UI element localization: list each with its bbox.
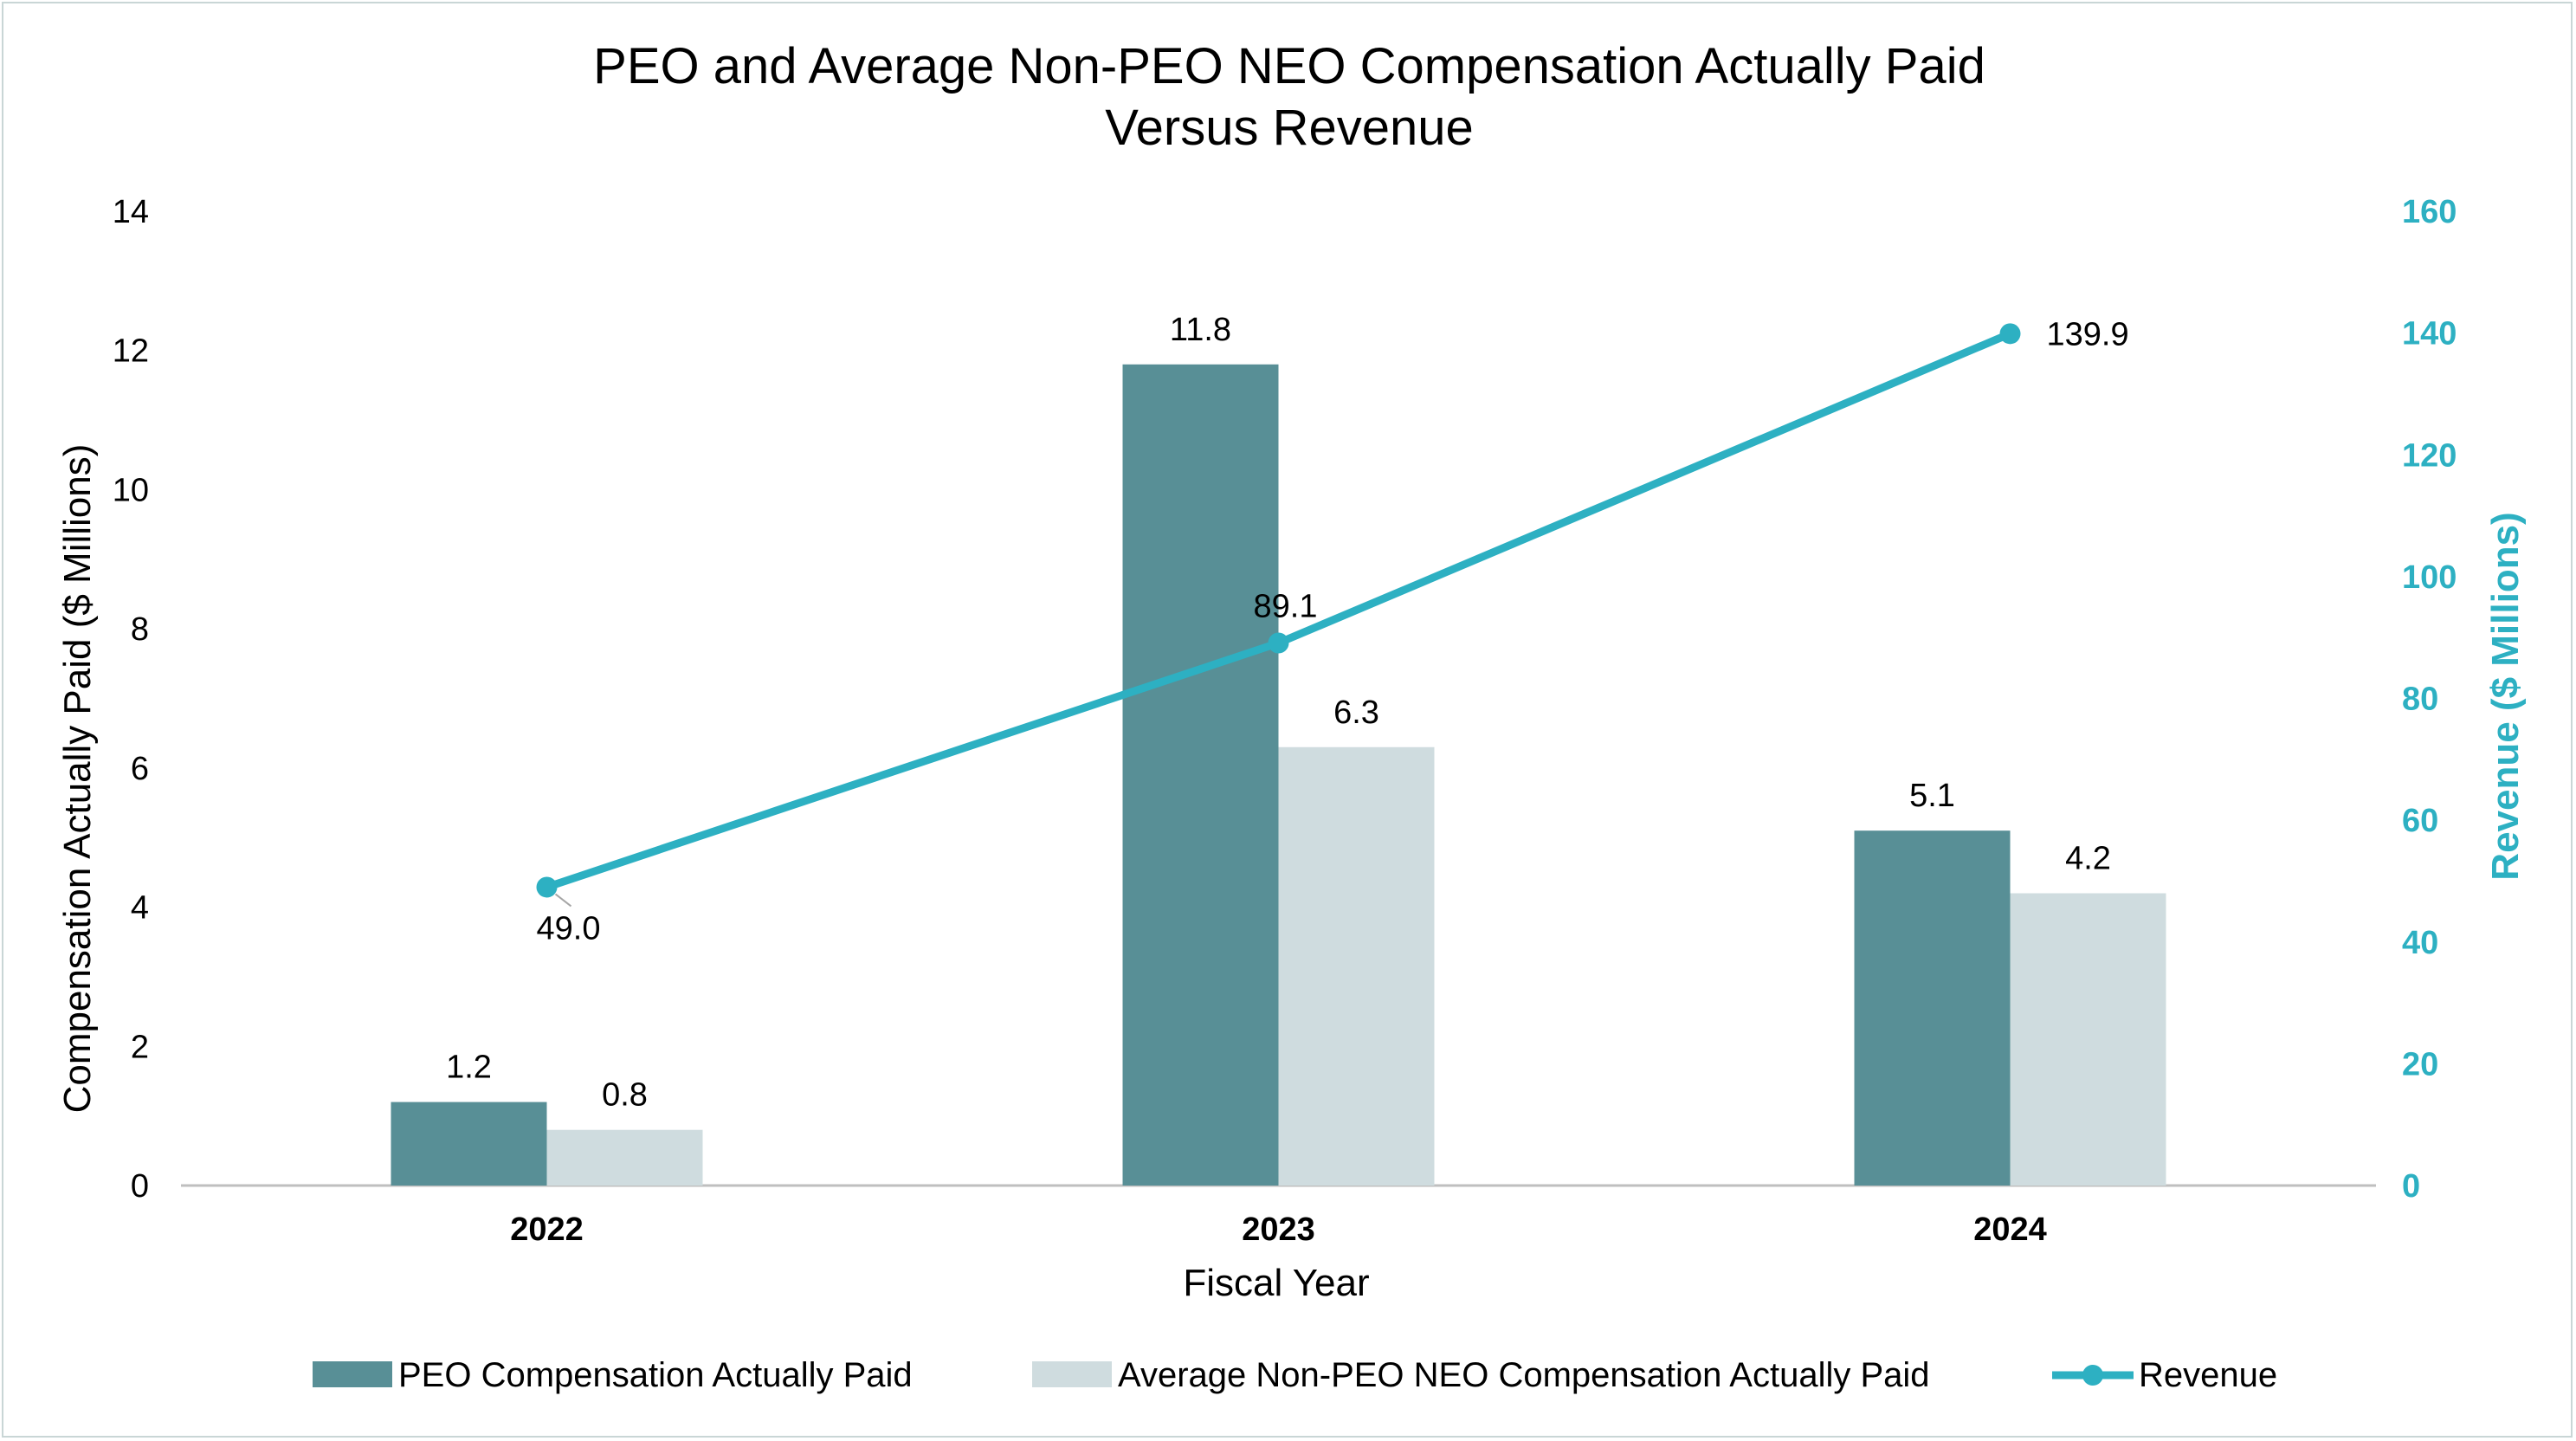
revenue-leader-line xyxy=(554,893,572,908)
y-tick-label-right: 0 xyxy=(2402,1168,2420,1205)
y-tick-label-right: 100 xyxy=(2402,559,2457,596)
legend-swatch-neo xyxy=(1032,1361,1112,1387)
revenue-point xyxy=(536,876,558,898)
y-tick-label-right: 60 xyxy=(2402,803,2438,839)
peo-bar-data-label: 1.2 xyxy=(446,1050,492,1086)
x-tick-label: 2023 xyxy=(1242,1212,1315,1248)
combo-chart: PEO and Average Non-PEO NEO Compensation… xyxy=(56,38,2527,1394)
peo-bar xyxy=(391,1102,547,1186)
x-axis-title: Fiscal Year xyxy=(1183,1262,1369,1304)
y-tick-label-right: 80 xyxy=(2402,682,2438,718)
y-tick-label-right: 40 xyxy=(2402,925,2438,961)
neo-bar-data-label: 4.2 xyxy=(2065,841,2111,877)
legend-swatch-peo xyxy=(313,1361,392,1387)
y-tick-label-left: 10 xyxy=(113,472,149,508)
legend: PEO Compensation Actually Paid Average No… xyxy=(313,1356,2277,1394)
neo-bar xyxy=(1278,746,1435,1186)
y-tick-label-right: 160 xyxy=(2402,194,2457,230)
y-axis-title-left: Compensation Actually Paid ($ Millions) xyxy=(56,444,99,1114)
x-tick-label: 2024 xyxy=(1973,1212,2047,1248)
y-tick-label-left: 14 xyxy=(113,194,149,230)
peo-bar xyxy=(1854,830,2011,1186)
chart-title: PEO and Average Non-PEO NEO Compensation… xyxy=(593,38,1985,94)
y-tick-label-right: 140 xyxy=(2402,316,2457,352)
neo-bar xyxy=(546,1129,703,1186)
neo-bar-data-label: 0.8 xyxy=(602,1077,648,1114)
revenue-point xyxy=(1268,632,1289,654)
y-tick-label-left: 4 xyxy=(131,890,149,927)
revenue-data-label: 89.1 xyxy=(1254,589,1318,625)
y-tick-label-left: 6 xyxy=(131,751,149,787)
neo-bar-data-label: 6.3 xyxy=(1333,695,1379,731)
y-tick-label-right: 120 xyxy=(2402,437,2457,474)
y-tick-label-right: 20 xyxy=(2402,1046,2438,1082)
chart-subtitle: Versus Revenue xyxy=(1105,100,1474,156)
peo-bar-data-label: 5.1 xyxy=(1909,778,1955,814)
revenue-point xyxy=(1999,323,2021,345)
y-axis-title-right: Revenue ($ Millions) xyxy=(2484,512,2527,880)
peo-bar xyxy=(1122,364,1279,1186)
legend-label-revenue: Revenue xyxy=(2139,1356,2277,1394)
x-tick-label: 2022 xyxy=(510,1212,584,1248)
legend-marker-revenue xyxy=(2082,1365,2103,1386)
legend-label-neo: Average Non-PEO NEO Compensation Actuall… xyxy=(1118,1356,1930,1394)
peo-bar-data-label: 11.8 xyxy=(1170,312,1231,348)
y-tick-label-left: 0 xyxy=(131,1168,149,1205)
revenue-data-label: 139.9 xyxy=(2047,316,2129,352)
neo-bar xyxy=(2010,893,2166,1186)
revenue-data-label: 49.0 xyxy=(537,910,601,947)
y-tick-label-left: 2 xyxy=(131,1029,149,1065)
y-tick-label-left: 8 xyxy=(131,611,149,648)
legend-label-peo: PEO Compensation Actually Paid xyxy=(398,1356,913,1394)
y-tick-label-left: 12 xyxy=(113,333,149,370)
